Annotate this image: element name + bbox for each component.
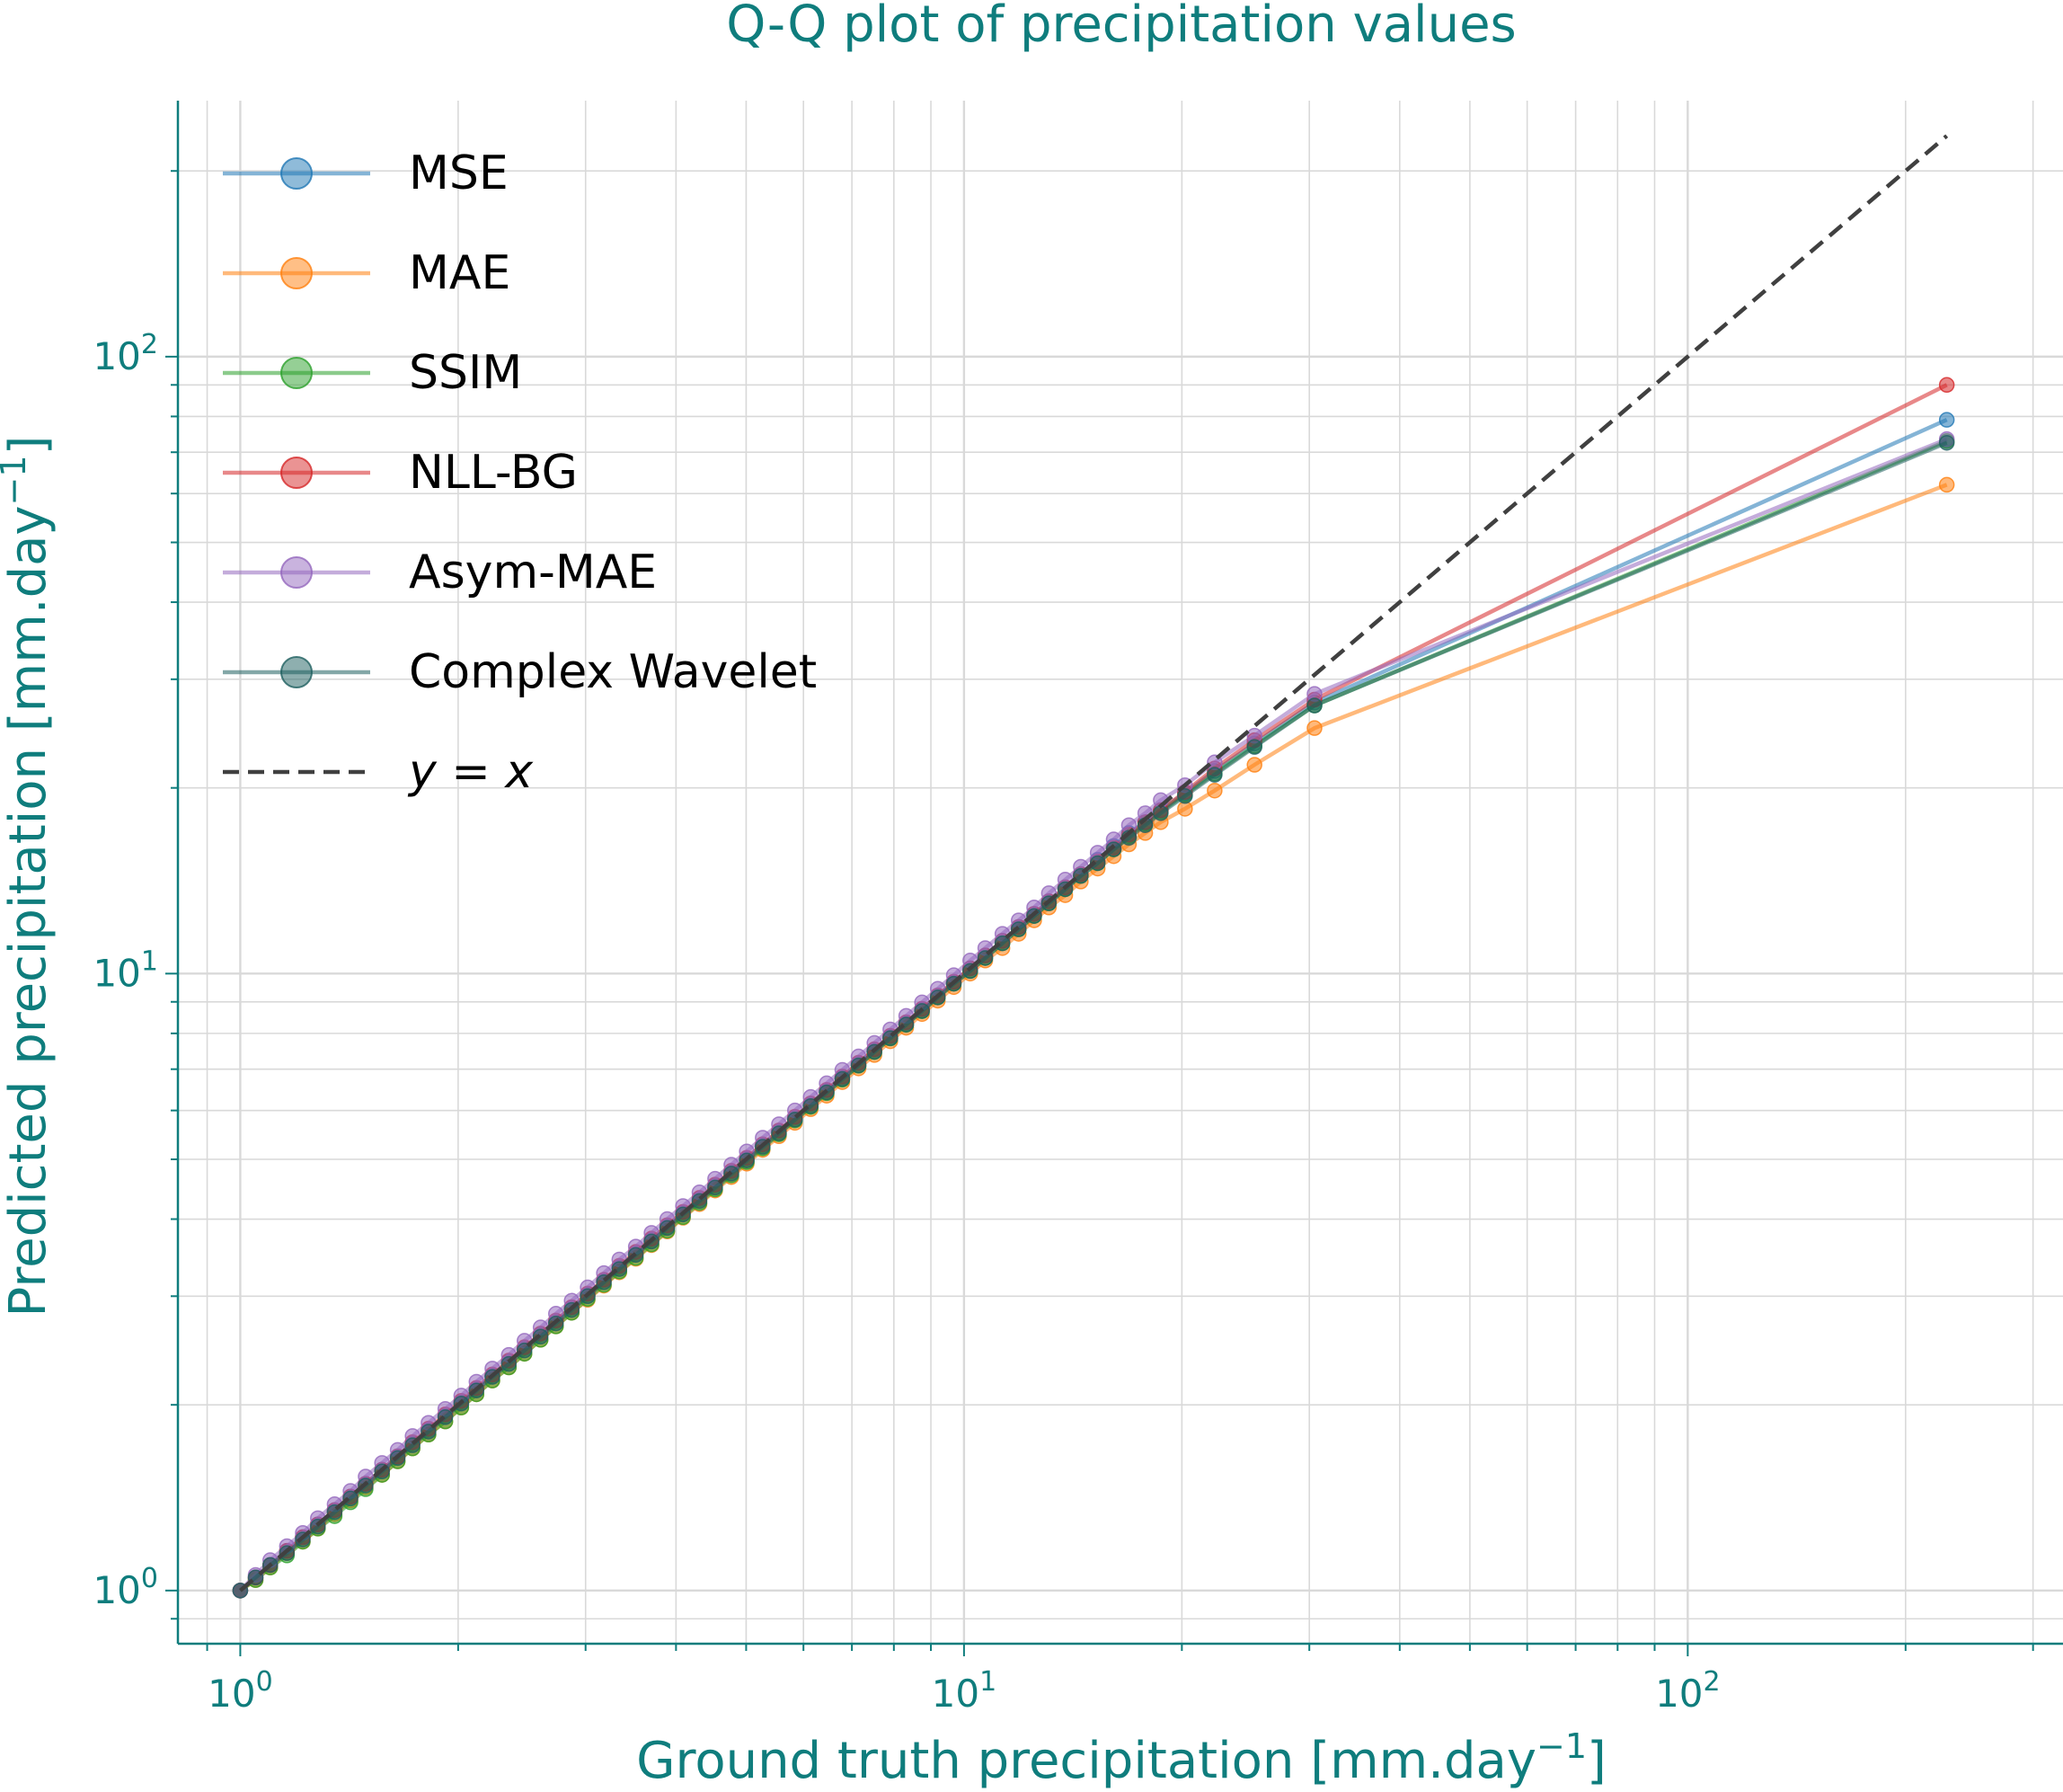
legend-marker-mse <box>280 157 313 190</box>
y-tick-label: 100 <box>93 1563 158 1612</box>
data-point-complex-wavelet <box>1306 697 1323 714</box>
data-point-complex-wavelet <box>1177 788 1193 804</box>
legend: MSE MAE SSIM NLL-BG Asym-MAE Complex Wavelet y… <box>223 146 817 799</box>
data-point-complex-wavelet <box>1938 434 1955 451</box>
data-point-complex-wavelet <box>1105 841 1122 857</box>
legend-marker-mae <box>280 257 313 289</box>
y-axis-label-exponent: −1 <box>0 455 33 505</box>
data-point-mae <box>1306 720 1323 736</box>
y-tick-label: 102 <box>93 329 158 378</box>
x-tick-label: 101 <box>932 1666 997 1716</box>
data-point-mae <box>1246 757 1262 773</box>
y-axis-label: Predicted precipitation [mm.day−1] <box>0 436 58 1317</box>
data-point-complex-wavelet <box>994 935 1011 952</box>
data-point-nll-bg <box>1938 377 1955 394</box>
legend-label-reference: y = x <box>407 745 534 799</box>
x-tick-label: 100 <box>208 1666 273 1716</box>
x-axis-label-text: Ground truth precipitation [mm.day <box>636 1732 1536 1790</box>
legend-label-complex-wavelet: Complex Wavelet <box>409 645 817 699</box>
legend-label-mae: MAE <box>409 246 510 300</box>
legend-label-mse: MSE <box>409 146 509 200</box>
legend-marker-complex-wavelet <box>280 656 313 688</box>
reference-line <box>238 134 1949 1592</box>
x-axis-label: Ground truth precipitation [mm.day−1] <box>636 1726 1607 1790</box>
legend-label-ssim: SSIM <box>409 346 522 400</box>
data-point-complex-wavelet <box>516 1342 533 1359</box>
x-axis-label-exponent: −1 <box>1536 1726 1587 1766</box>
legend-label-asym-mae: Asym-MAE <box>409 546 657 599</box>
series-layer <box>232 134 1955 1599</box>
x-tick-label: 102 <box>1655 1666 1721 1716</box>
data-point-complex-wavelet <box>1246 739 1262 755</box>
data-point-mae <box>1207 782 1223 799</box>
legend-marker-ssim <box>280 357 313 389</box>
axes: 100 101 102 100 101 102 <box>93 101 2063 1716</box>
data-point-mse <box>1938 412 1955 428</box>
legend-marker-asym-mae <box>280 556 313 589</box>
legend-label-nll-bg: NLL-BG <box>409 446 578 500</box>
legend-marker-nll-bg <box>280 457 313 489</box>
grid <box>178 101 2063 1644</box>
y-axis-label-text: Predicted precipitation [mm.day <box>0 505 58 1317</box>
chart-title: Q-Q plot of precipitation values <box>726 0 1516 54</box>
y-tick-label: 101 <box>93 945 158 995</box>
data-point-complex-wavelet <box>1207 767 1223 783</box>
data-point-mae <box>1938 476 1955 493</box>
